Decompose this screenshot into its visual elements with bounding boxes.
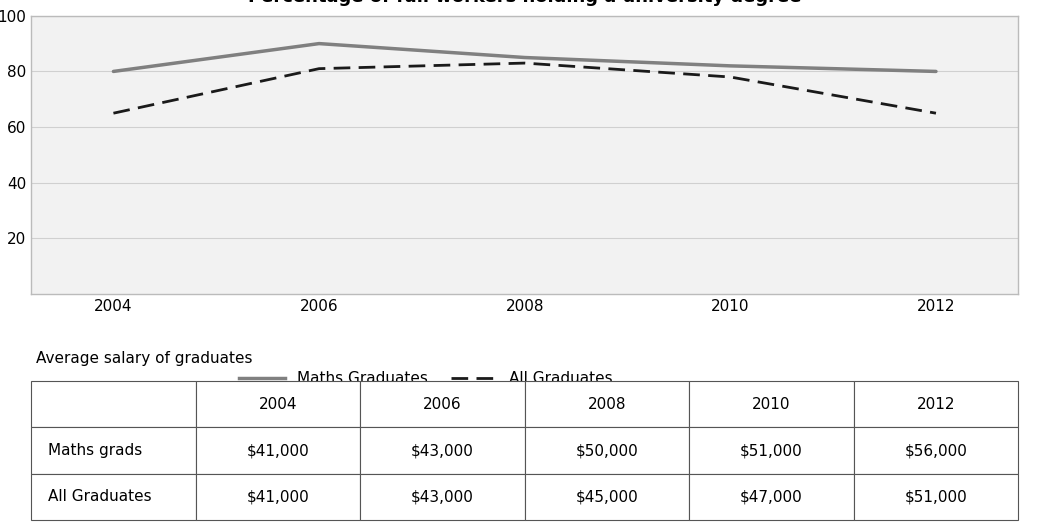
Title: Percentage of full workers holding a university degree: Percentage of full workers holding a uni… (248, 0, 801, 6)
Legend: Maths Graduates, All Graduates: Maths Graduates, All Graduates (233, 365, 619, 392)
Text: Average salary of graduates: Average salary of graduates (36, 351, 252, 366)
